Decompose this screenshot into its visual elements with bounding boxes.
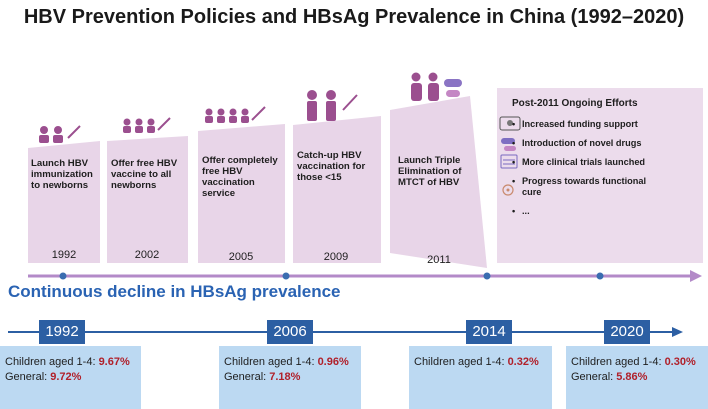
children-label: Children aged 1-4: xyxy=(224,356,318,368)
timeline-dot xyxy=(596,272,604,280)
panel-1992 xyxy=(28,141,100,263)
effort-item: Progress towards functional xyxy=(512,176,646,187)
milestone-year: 2002 xyxy=(134,249,160,261)
general-value: 7.18% xyxy=(269,371,301,383)
prevalence-box-2020: Children aged 1-4: 0.30% General: 5.86% xyxy=(566,346,708,409)
three-babies-vaccine-icon xyxy=(123,117,171,133)
milestone-text-line: Launch Triple xyxy=(398,155,461,166)
milestone-text-line: Offer free HBV xyxy=(111,158,178,169)
effort-item-continuation: cure xyxy=(522,187,542,197)
milestone-year: 2011 xyxy=(427,254,451,266)
page-title: HBV Prevention Policies and HBsAg Preval… xyxy=(23,6,685,28)
efforts-title: Post-2011 Ongoing Efforts xyxy=(512,98,638,109)
effort-item: Introduction of novel drugs xyxy=(512,138,641,149)
effort-item: Increased funding support xyxy=(512,119,638,130)
milestone-text-line: MTCT of HBV xyxy=(398,177,460,188)
general-label: General: xyxy=(571,371,617,383)
general-label: General: xyxy=(224,371,270,383)
panel-2002 xyxy=(107,136,188,263)
milestone-text-line: Offer completely xyxy=(202,155,278,166)
children-label: Children aged 1-4: xyxy=(414,356,508,368)
milestone-year: 2005 xyxy=(228,251,254,263)
general-label: General: xyxy=(5,371,51,383)
timeline-dot xyxy=(282,272,290,280)
children-value: 9.67% xyxy=(98,356,130,368)
milestone-text-line: those <15 xyxy=(297,172,342,183)
children-label: Children aged 1-4: xyxy=(571,356,665,368)
prevalence-box-2014: Children aged 1-4: 0.32% xyxy=(409,346,552,409)
decline-title: Continuous decline in HBsAg prevalence xyxy=(8,282,341,301)
effort-item: More clinical trials launched xyxy=(512,157,645,168)
milestone-text-line: Catch-up HBV xyxy=(297,150,362,161)
milestone-text-line: newborns xyxy=(111,180,157,191)
prevalence-year-badge: 2006 xyxy=(267,320,313,344)
milestone-year: 2009 xyxy=(323,251,349,263)
prevalence-year-badge: 2014 xyxy=(466,320,512,344)
prevalence-year-badge: 2020 xyxy=(604,320,650,344)
prevalence-box-1992: Children aged 1-4: 9.67% General: 9.72% xyxy=(0,346,141,409)
milestone-text-line: immunization xyxy=(31,169,93,180)
prevalence-box-2006: Children aged 1-4: 0.96% General: 7.18% xyxy=(219,346,361,409)
panel-2011 xyxy=(390,96,487,268)
cure-progress-icon xyxy=(502,184,514,196)
pregnant-women-pills-icon xyxy=(411,72,462,101)
children-value: 0.96% xyxy=(317,356,349,368)
children-value: 0.32% xyxy=(507,356,539,368)
milestone-text-line: vaccination xyxy=(202,177,255,188)
children-label: Children aged 1-4: xyxy=(5,356,99,368)
teens-vaccine-icon xyxy=(307,90,358,121)
children-value: 0.30% xyxy=(664,356,696,368)
milestone-text-line: service xyxy=(202,188,236,199)
milestone-text-line: free HBV xyxy=(202,166,243,177)
panel-2005 xyxy=(198,124,285,263)
panel-2009 xyxy=(293,116,381,263)
four-babies-vaccine-icon xyxy=(205,106,266,123)
timeline-dot xyxy=(483,272,491,280)
milestone-year: 1992 xyxy=(51,249,77,261)
milestone-text-line: Launch HBV xyxy=(31,158,89,169)
two-babies-vaccine-icon xyxy=(39,125,81,143)
general-value: 5.86% xyxy=(616,371,648,383)
policy-timeline-arrowhead xyxy=(690,270,702,282)
milestone-text-line: vaccine to all xyxy=(111,169,172,180)
milestone-text-line: vaccination for xyxy=(297,161,366,172)
general-value: 9.72% xyxy=(50,371,82,383)
prevalence-timeline-arrowhead xyxy=(672,327,683,337)
milestone-text-line: Elimination of xyxy=(398,166,462,177)
effort-item: ... xyxy=(512,206,529,217)
timeline-dot xyxy=(59,272,67,280)
milestone-text-line: to newborns xyxy=(31,180,89,191)
prevalence-year-badge: 1992 xyxy=(39,320,85,344)
